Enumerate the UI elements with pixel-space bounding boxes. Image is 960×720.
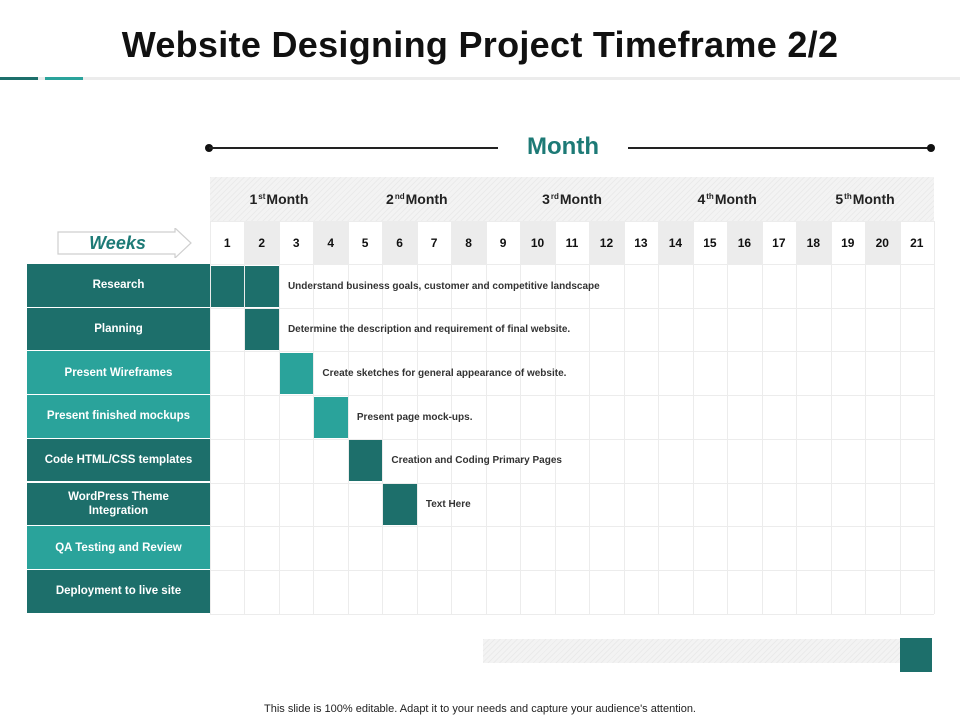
task-bar [314, 396, 348, 438]
grid-column-line [278, 221, 280, 614]
week-number-18: 18 [796, 221, 831, 264]
task-bar [211, 265, 245, 307]
week-number-11: 11 [565, 235, 579, 250]
task-description: Create sketches for general appearance o… [322, 367, 567, 379]
grid-row-line [210, 264, 934, 265]
task-label: WordPress Theme Integration [27, 482, 210, 526]
week-number-10: 10 [520, 221, 555, 264]
week-number-12: 12 [589, 221, 624, 264]
week-number-14: 14 [658, 221, 693, 264]
grid-column-line [727, 221, 729, 614]
task-label: Deployment to live site [27, 569, 210, 613]
week-number-7: 7 [430, 235, 438, 250]
task-bar [348, 440, 383, 482]
grid-row-line [210, 569, 934, 571]
grid-column-line [382, 221, 384, 614]
footer-decor-bar [483, 639, 900, 663]
task-bar [245, 309, 279, 351]
grid-column-line [934, 221, 935, 614]
grid-row-line [210, 438, 934, 440]
grid-column-line [210, 221, 211, 614]
week-number-17: 17 [772, 235, 786, 250]
task-label: Code HTML/CSS templates [27, 438, 210, 482]
grid-column-line [244, 221, 246, 614]
footer-decor-square [900, 638, 932, 672]
grid-column-line [865, 221, 867, 614]
week-number-8: 8 [451, 221, 486, 264]
task-bar [383, 484, 417, 525]
month-line-end-dot [927, 144, 935, 152]
task-bar [245, 265, 279, 307]
grid-column-line [313, 221, 315, 614]
task-description: Determine the description and requiremen… [287, 324, 571, 336]
title-accent-dark [0, 77, 38, 80]
week-number-5: 5 [361, 235, 369, 250]
task-description: Understand business goals, customer and … [287, 280, 600, 292]
grid-column-line [830, 221, 832, 614]
grid-column-line [347, 221, 349, 614]
task-label: Planning [27, 307, 210, 351]
grid-row-line [210, 482, 934, 484]
grid-row-line [210, 395, 934, 397]
grid-row-line [210, 351, 934, 353]
task-label: Present finished mockups [27, 395, 210, 438]
task-label: Present Wireframes [27, 351, 210, 395]
grid-column-line [692, 221, 694, 614]
title-divider [0, 77, 960, 80]
week-number-19: 19 [841, 235, 855, 250]
week-number-3: 3 [292, 235, 300, 250]
grid-column-line [658, 221, 660, 614]
task-label: QA Testing and Review [27, 526, 210, 569]
grid-column-line [485, 221, 487, 614]
grid-header-line [210, 221, 934, 222]
task-description: Present page mock-ups. [356, 411, 473, 423]
grid-row-line [210, 526, 934, 528]
weeks-arrow-icon [57, 228, 192, 258]
grid-column-line [520, 221, 522, 614]
week-number-4: 4 [313, 221, 348, 264]
grid-column-line [451, 221, 453, 614]
task-label: Research [27, 264, 210, 307]
week-number-1: 1 [223, 235, 231, 250]
week-number-20: 20 [865, 221, 900, 264]
week-number-2: 2 [244, 221, 279, 264]
grid-column-line [554, 221, 556, 614]
weeks-label: Weeks [89, 232, 146, 253]
grid-column-line [761, 221, 763, 614]
week-number-21: 21 [910, 235, 924, 250]
week-number-6: 6 [382, 221, 417, 264]
grid-column-line [416, 221, 418, 614]
footer-note: This slide is 100% editable. Adapt it to… [264, 703, 696, 715]
grid-row-line [210, 307, 934, 309]
task-description: Creation and Coding Primary Pages [391, 455, 562, 467]
month-heading: Month [527, 133, 599, 160]
week-number-13: 13 [634, 235, 648, 250]
month-line-left [209, 147, 498, 149]
task-description: Text Here [425, 499, 471, 510]
week-number-9: 9 [499, 235, 507, 250]
task-bar [279, 352, 314, 394]
grid-row-line [210, 613, 934, 615]
month-line-right [628, 147, 931, 149]
title-accent-light [45, 77, 83, 80]
grid-column-line [623, 221, 625, 614]
grid-column-line [589, 221, 591, 614]
grid-column-line [899, 221, 901, 614]
week-number-16: 16 [727, 221, 762, 264]
grid-column-line [796, 221, 798, 614]
page-title: Website Designing Project Timeframe 2/2 [121, 24, 839, 65]
week-number-15: 15 [703, 235, 717, 250]
